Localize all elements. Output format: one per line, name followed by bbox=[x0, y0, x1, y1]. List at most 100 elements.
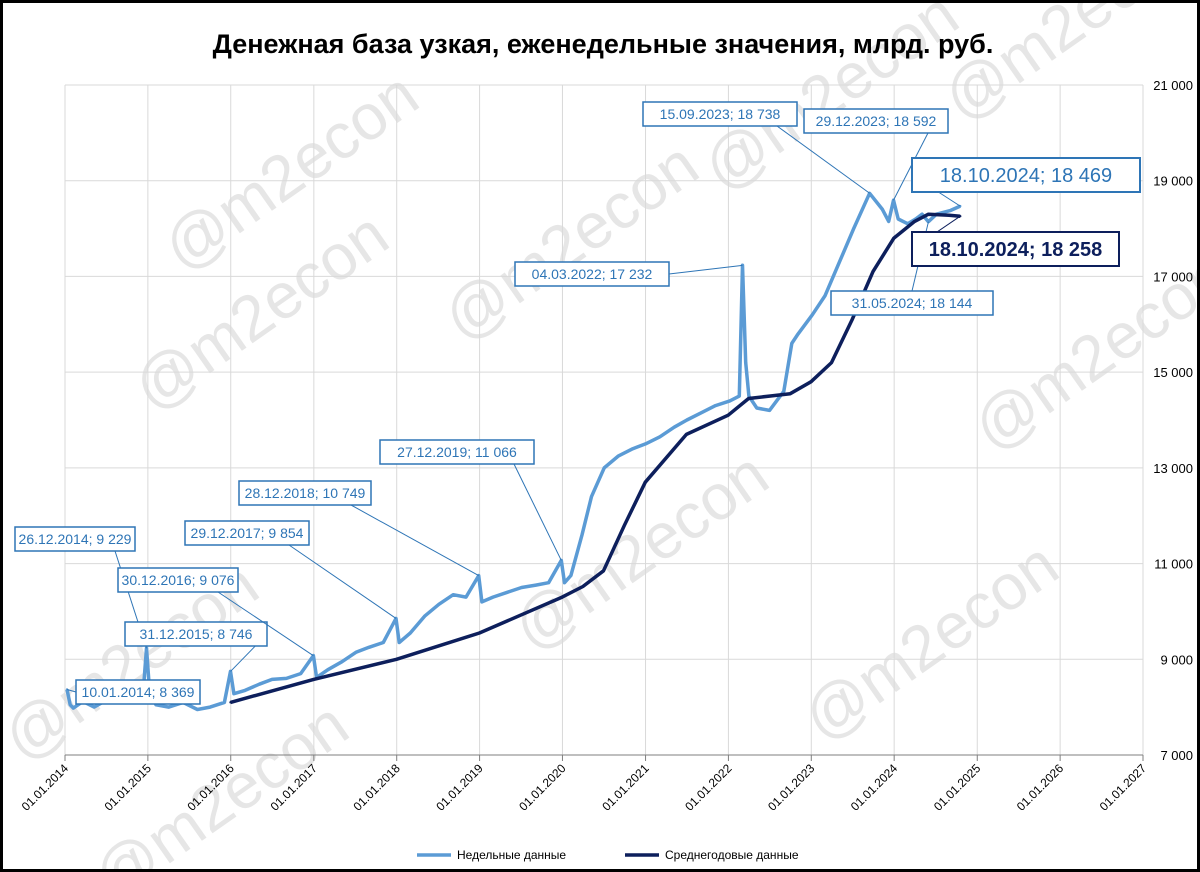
series-point bbox=[947, 213, 951, 217]
y-tick-label: 9 000 bbox=[1160, 652, 1193, 667]
series-point bbox=[838, 260, 841, 264]
watermark-text: @m2econ bbox=[430, 128, 711, 355]
series-point bbox=[232, 692, 236, 695]
series-point bbox=[464, 595, 468, 599]
series-layer bbox=[65, 191, 962, 712]
series-point bbox=[913, 220, 916, 223]
annotation-label: 29.12.2023; 18 592 bbox=[816, 113, 937, 129]
series-point bbox=[409, 631, 412, 635]
series-point bbox=[747, 397, 750, 400]
series-point bbox=[788, 392, 792, 395]
series-point bbox=[229, 701, 232, 704]
series-point bbox=[491, 595, 495, 599]
series-point bbox=[790, 342, 793, 345]
annotation-box bbox=[238, 480, 372, 506]
series-point bbox=[892, 236, 896, 240]
series-point bbox=[382, 641, 385, 644]
x-tick-label: 01.01.2019 bbox=[433, 761, 486, 814]
series-point bbox=[395, 658, 398, 661]
series-point bbox=[617, 454, 620, 458]
annotation-box bbox=[911, 157, 1141, 193]
series-point bbox=[728, 399, 731, 403]
series-point bbox=[887, 220, 890, 223]
series-point bbox=[69, 703, 72, 706]
series-point bbox=[726, 414, 730, 417]
y-tick-label: 15 000 bbox=[1153, 365, 1193, 380]
annotation-leader bbox=[893, 132, 929, 201]
series-point bbox=[478, 631, 481, 635]
series-point bbox=[631, 447, 635, 450]
annotation-label: 29.12.2017; 9 854 bbox=[191, 525, 304, 541]
legend-label: Среднегодовые данные bbox=[665, 848, 799, 862]
series-point bbox=[603, 466, 606, 470]
x-tick-label: 01.01.2023 bbox=[765, 761, 818, 814]
series-point bbox=[644, 442, 647, 446]
series-point bbox=[167, 705, 170, 709]
annotation-label: 28.12.2018; 10 749 bbox=[245, 485, 366, 501]
series-point bbox=[714, 404, 717, 407]
annotation-leader bbox=[513, 463, 562, 561]
series-point bbox=[741, 264, 744, 267]
x-tick-label: 01.01.2021 bbox=[599, 761, 652, 814]
legend-label: Недельные данные bbox=[457, 848, 566, 862]
x-tick-label: 01.01.2015 bbox=[102, 761, 155, 814]
series-point bbox=[949, 209, 952, 212]
annotation-box bbox=[117, 567, 239, 593]
y-tick-label: 7 000 bbox=[1160, 748, 1193, 763]
y-tick-label: 21 000 bbox=[1153, 78, 1193, 93]
series-point bbox=[547, 581, 550, 584]
series-point bbox=[581, 585, 585, 588]
annotation-box bbox=[911, 231, 1120, 267]
series-point bbox=[744, 361, 747, 364]
series-point bbox=[243, 689, 247, 692]
y-tick-label: 13 000 bbox=[1153, 461, 1193, 476]
series-point bbox=[920, 213, 924, 216]
series-point bbox=[881, 208, 884, 211]
series-point bbox=[755, 406, 758, 410]
series-point bbox=[196, 708, 199, 711]
series-point bbox=[398, 641, 401, 644]
series-point bbox=[672, 425, 676, 429]
series-point bbox=[850, 318, 854, 321]
series-point bbox=[340, 660, 344, 663]
x-tick-label: 01.01.2026 bbox=[1014, 761, 1067, 814]
annotation-leader bbox=[66, 689, 77, 693]
x-tick-label: 01.01.2025 bbox=[931, 761, 984, 814]
annotation-box bbox=[75, 679, 201, 705]
annotation-box bbox=[514, 261, 670, 287]
x-tick-label: 01.01.2020 bbox=[516, 761, 569, 814]
series-point bbox=[871, 270, 875, 273]
x-tick-label: 01.01.2022 bbox=[682, 761, 735, 814]
series-point bbox=[796, 332, 800, 336]
series-point bbox=[738, 394, 741, 398]
series-point bbox=[480, 600, 484, 604]
series-point bbox=[569, 574, 573, 577]
annotation-label: 27.12.2019; 11 066 bbox=[397, 444, 517, 460]
annotation-leader bbox=[217, 591, 314, 657]
series-point bbox=[208, 705, 212, 709]
annotation-label: 04.03.2022; 17 232 bbox=[532, 266, 653, 282]
series-point bbox=[299, 672, 302, 675]
y-tick-label: 19 000 bbox=[1153, 174, 1193, 189]
series-point bbox=[685, 433, 688, 436]
x-tick-label: 01.01.2018 bbox=[350, 761, 403, 814]
annotation-leader bbox=[776, 125, 870, 194]
series-point bbox=[782, 390, 786, 393]
series-point bbox=[92, 705, 96, 709]
series-point bbox=[520, 586, 523, 589]
annotation-label: 10.01.2014; 8 369 bbox=[82, 684, 195, 700]
annotation-box bbox=[14, 526, 136, 552]
watermark-layer: @m2econ@m2econ @m2econ@m2econ@m2econ @m2ec… bbox=[3, 3, 1197, 869]
series-point bbox=[355, 650, 358, 654]
annotation-box bbox=[379, 439, 535, 465]
x-tick-label: 01.01.2024 bbox=[848, 761, 901, 814]
annotation-box bbox=[830, 290, 994, 316]
legend: Недельные данные Среднегодовые данные bbox=[417, 848, 799, 862]
series-point bbox=[72, 706, 75, 710]
series-point bbox=[534, 583, 538, 587]
x-tick-label: 01.01.2027 bbox=[1097, 761, 1150, 814]
annotation-leader bbox=[350, 504, 479, 577]
series-point bbox=[270, 678, 274, 681]
watermark-text: @m2econ bbox=[930, 3, 1197, 134]
